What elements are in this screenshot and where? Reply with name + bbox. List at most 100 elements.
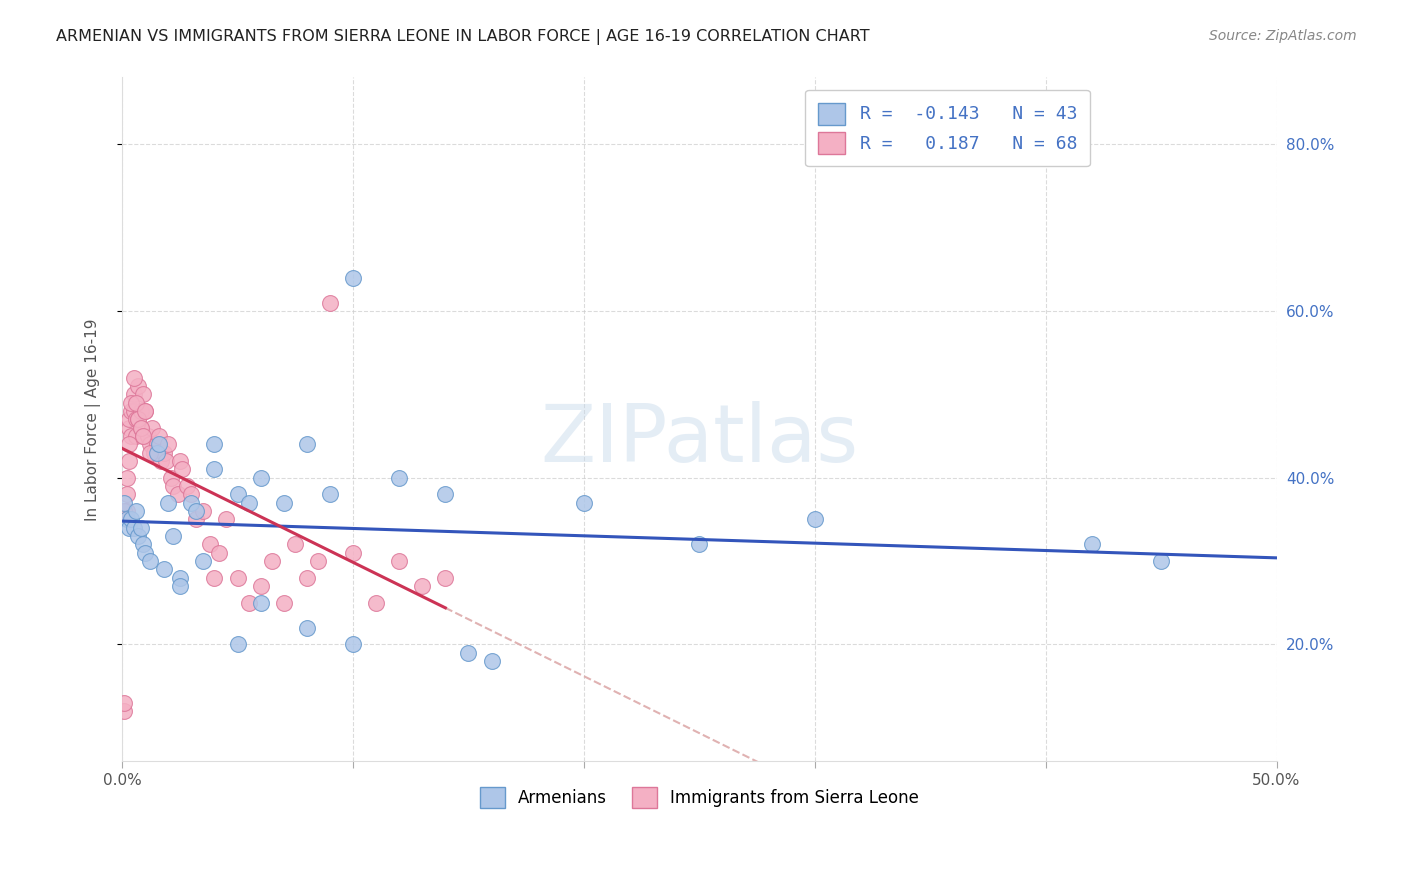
Point (295, 437, 318, 451)
Point (434, 487, 457, 501)
Point (191, 554, 214, 568)
Point (162, 529, 184, 543)
Point (118, 454, 141, 468)
Point (125, 412, 148, 426)
Point (150, 454, 173, 468)
Point (457, 646, 479, 660)
Text: ZIPatlas: ZIPatlas (540, 401, 859, 479)
Point (122, 387, 145, 401)
Point (148, 437, 170, 451)
Point (238, 495, 260, 509)
Point (184, 512, 207, 526)
Point (129, 404, 152, 418)
Point (169, 579, 191, 593)
Point (122, 370, 145, 384)
Y-axis label: In Labor Force | Age 16-19: In Labor Force | Age 16-19 (86, 318, 101, 521)
Point (159, 470, 181, 484)
Point (132, 429, 155, 443)
Point (191, 504, 214, 518)
Point (157, 495, 180, 509)
Point (208, 546, 231, 560)
Point (129, 420, 152, 434)
Point (115, 487, 138, 501)
Point (139, 554, 162, 568)
Point (319, 295, 342, 310)
Point (273, 495, 295, 509)
Point (184, 504, 207, 518)
Point (132, 429, 155, 443)
Point (115, 512, 138, 526)
Legend: Armenians, Immigrants from Sierra Leone: Armenians, Immigrants from Sierra Leone (472, 780, 925, 814)
Point (249, 596, 271, 610)
Point (481, 654, 503, 668)
Point (127, 529, 149, 543)
Point (125, 429, 148, 443)
Point (127, 412, 149, 426)
Point (204, 462, 226, 476)
Point (145, 437, 167, 451)
Point (155, 454, 177, 468)
Point (125, 504, 148, 518)
Point (364, 596, 387, 610)
Point (226, 637, 249, 651)
Point (180, 487, 202, 501)
Point (226, 487, 249, 501)
Point (127, 412, 149, 426)
Point (342, 270, 364, 285)
Point (388, 554, 411, 568)
Point (152, 562, 174, 576)
Point (295, 571, 318, 585)
Point (157, 437, 180, 451)
Point (388, 470, 411, 484)
Point (238, 596, 260, 610)
Point (342, 546, 364, 560)
Point (120, 404, 142, 418)
Point (118, 521, 141, 535)
Point (143, 445, 166, 459)
Text: ARMENIAN VS IMMIGRANTS FROM SIERRA LEONE IN LABOR FORCE | AGE 16-19 CORRELATION : ARMENIAN VS IMMIGRANTS FROM SIERRA LEONE… (56, 29, 870, 45)
Point (572, 495, 595, 509)
Point (134, 404, 156, 418)
Point (129, 420, 152, 434)
Point (145, 445, 167, 459)
Point (120, 429, 142, 443)
Point (342, 637, 364, 651)
Point (1150, 554, 1173, 568)
Point (114, 495, 136, 509)
Point (120, 512, 142, 526)
Point (198, 537, 221, 551)
Point (295, 621, 318, 635)
Point (172, 462, 194, 476)
Point (139, 445, 162, 459)
Text: Source: ZipAtlas.com: Source: ZipAtlas.com (1209, 29, 1357, 43)
Point (141, 420, 163, 434)
Point (434, 571, 457, 585)
Point (129, 521, 152, 535)
Point (249, 579, 271, 593)
Point (132, 387, 155, 401)
Point (284, 537, 307, 551)
Point (118, 420, 141, 434)
Point (122, 404, 145, 418)
Point (262, 554, 284, 568)
Point (180, 495, 202, 509)
Point (204, 571, 226, 585)
Point (127, 379, 149, 393)
Point (122, 521, 145, 535)
Point (139, 437, 162, 451)
Point (136, 429, 159, 443)
Point (215, 512, 238, 526)
Point (204, 437, 226, 451)
Point (115, 470, 138, 484)
Point (115, 504, 138, 518)
Point (688, 537, 710, 551)
Point (132, 537, 155, 551)
Point (114, 504, 136, 518)
Point (249, 470, 271, 484)
Point (162, 479, 184, 493)
Point (125, 395, 148, 409)
Point (114, 704, 136, 718)
Point (411, 579, 433, 593)
Point (152, 445, 174, 459)
Point (226, 571, 249, 585)
